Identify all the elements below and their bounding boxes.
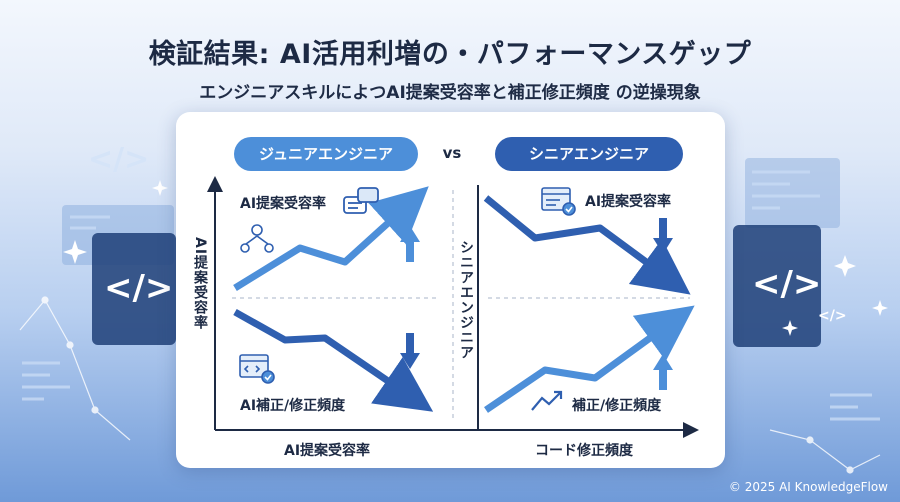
copyright-notice: © 2025 AI KnowledgeFlow	[728, 480, 888, 494]
senior-engineer-label: シニアエンジニア	[495, 137, 683, 171]
junior-down-arrow-icon	[400, 333, 420, 369]
page-subtitle: エンジニアスキルによつAI提案受容率と補正修正頻度 の逆操現象	[199, 83, 701, 103]
senior-up-arrow-icon	[653, 354, 673, 390]
left-y-axis-label: AI提案受容率	[192, 237, 208, 331]
senior-down-arrow-icon	[653, 218, 673, 254]
senior-bottom-metric-label: 補正/修正頻度	[572, 398, 662, 414]
junior-acceptance-trend-arrow	[233, 186, 429, 291]
junior-bottom-metric-label: AI補正/修正頻度	[240, 398, 346, 414]
code-glyph-icon: </>	[752, 264, 822, 304]
code-glyph-icon: </>	[104, 268, 174, 308]
chat-bubble-icon	[343, 187, 379, 214]
junior-engineer-label: ジュニアエンジニア	[234, 137, 418, 171]
right-x-axis-label: コード修正頻度	[535, 443, 633, 459]
left-x-axis-label: AI提案受容率	[284, 443, 371, 459]
right-y-axis-label: シニアエンジニア	[458, 240, 474, 360]
code-glyph-icon: </>	[88, 142, 150, 177]
senior-top-metric-label: AI提案受容率	[585, 194, 672, 210]
code-window-check-icon	[239, 354, 275, 384]
browser-check-icon	[541, 187, 576, 216]
junior-up-arrow-icon	[400, 226, 420, 262]
trend-up-icon	[531, 390, 563, 411]
senior-acceptance-trend-arrow	[483, 195, 691, 295]
code-glyph-icon: </>	[818, 308, 847, 324]
vs-label: vs	[442, 144, 462, 162]
junior-correction-trend-arrow	[233, 308, 434, 412]
page-title: 検証結果: AI活用利増の・パフォーマンスゲップ	[148, 39, 752, 70]
senior-correction-trend-arrow	[484, 305, 695, 413]
junior-top-metric-label: AI提案受容率	[240, 196, 327, 212]
axes	[207, 176, 699, 438]
team-network-icon	[240, 224, 274, 253]
